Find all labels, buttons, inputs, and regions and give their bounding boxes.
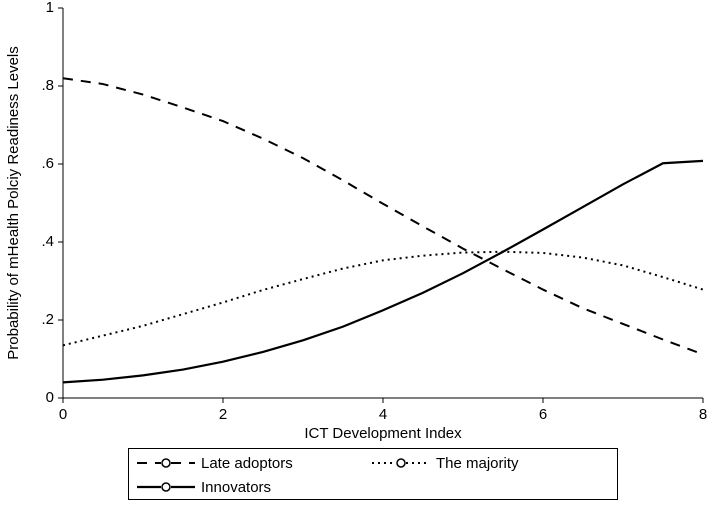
- series-line: [63, 252, 703, 346]
- y-axis-title: Probability of mHealth Polciy Readiness …: [5, 46, 22, 359]
- legend-item: Late adoptors: [137, 453, 372, 473]
- y-tick-label: 0: [46, 389, 54, 406]
- y-tick-label: .2: [41, 311, 54, 328]
- y-tick-label: .4: [41, 233, 54, 250]
- y-tick-label: .6: [41, 155, 54, 172]
- chart-figure: 0 .2 .4 .6 .8 1 0 2 4 6 8 ICT Development Index Prob…: [0, 0, 714, 509]
- legend-swatch: [372, 453, 430, 473]
- legend-item: Innovators: [137, 477, 372, 497]
- legend-swatch: [137, 477, 195, 497]
- x-tick-label: 4: [379, 406, 387, 423]
- y-tick-label: 1: [46, 0, 54, 16]
- series-line: [63, 78, 703, 354]
- legend-item: The majority: [372, 453, 607, 473]
- x-tick-label: 8: [699, 406, 707, 423]
- legend-swatch: [137, 453, 195, 473]
- series-line: [63, 161, 703, 383]
- x-tick-label: 0: [59, 406, 67, 423]
- x-tick-label: 6: [539, 406, 547, 423]
- legend: Late adoptors The majority Innovators: [128, 448, 618, 500]
- x-tick-label: 2: [219, 406, 227, 423]
- y-tick-label: .8: [41, 77, 54, 94]
- chart-svg: 0 .2 .4 .6 .8 1 0 2 4 6 8 ICT Development Index Prob…: [0, 0, 714, 509]
- legend-label: Innovators: [201, 479, 271, 496]
- x-axis-title: ICT Development Index: [304, 425, 462, 442]
- legend-label: Late adoptors: [201, 455, 293, 472]
- legend-label: The majority: [436, 455, 519, 472]
